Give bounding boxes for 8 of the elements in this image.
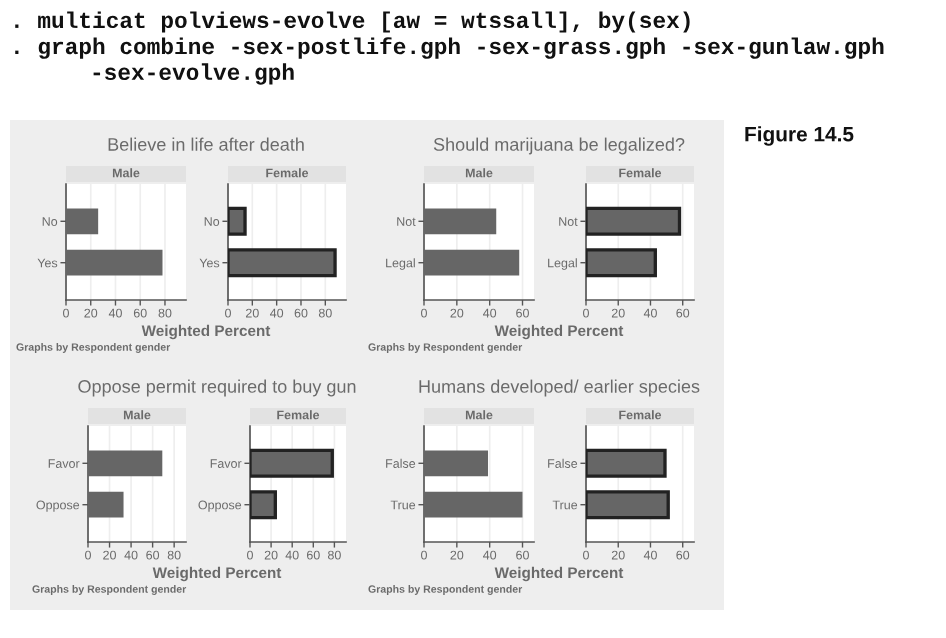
text: . graph combine -sex-postlife.gph -sex-grass.gph -sex-gunlaw.gph [15,37,884,59]
chart-title: Believe in life after death [108,137,304,151]
chart-title: Humans developed/ earlier species [419,379,700,397]
chart-title: Oppose permit required to buy gun [78,379,356,397]
text: . multicat polviews-evolve [aw = wtssall], by(sex) [15,11,690,33]
chart-title: Should marijuana be legalized? [433,137,685,155]
text: -sex-evolve.gph [93,63,294,85]
caption: Figure 14.5 [745,126,854,146]
